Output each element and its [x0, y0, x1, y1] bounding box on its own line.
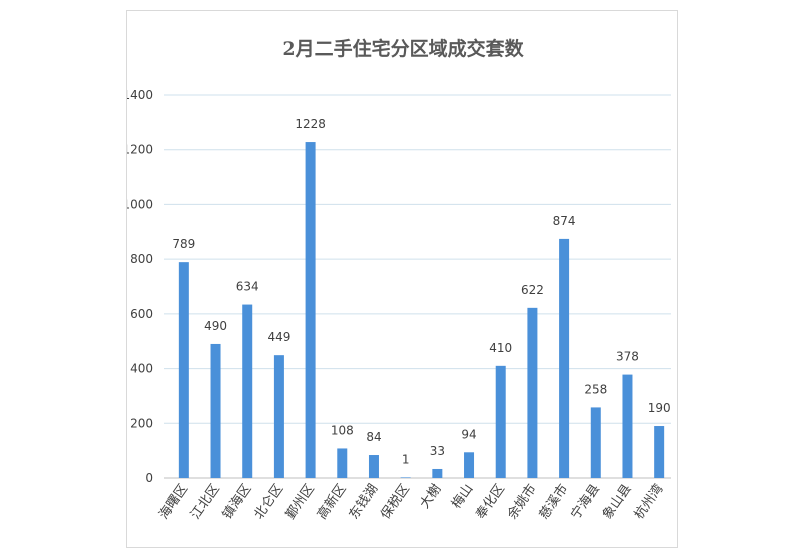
data-label: 33: [430, 444, 445, 458]
x-tick-label: 奉化区: [473, 482, 508, 523]
bar: [305, 142, 316, 478]
bar: [654, 426, 665, 478]
bar: [464, 452, 475, 478]
y-tick-label: 0: [145, 471, 153, 485]
y-tick-label: 400: [130, 362, 153, 376]
x-tick-label: 镇海区: [220, 482, 255, 523]
y-tick-label: 1000: [127, 197, 153, 211]
chart-title: 2月二手住宅分区域成交套数: [282, 37, 524, 60]
bar: [622, 374, 633, 478]
x-tick-label: 余姚市: [504, 481, 539, 522]
bar: [242, 304, 253, 478]
x-tick-label: 海曙区: [156, 482, 191, 523]
data-label: 1: [402, 453, 410, 467]
x-tick-label: 慈溪市: [536, 481, 571, 522]
data-label: 789: [172, 237, 195, 251]
data-label: 410: [489, 341, 512, 355]
bar: [337, 448, 348, 478]
bar: [178, 262, 189, 478]
x-tick-label: 东钱湖: [347, 482, 382, 523]
y-tick-label: 200: [130, 416, 153, 430]
bar: [527, 307, 538, 478]
bar: [273, 355, 284, 478]
y-tick-label: 1200: [127, 143, 153, 157]
x-tick-label: 梅山: [449, 482, 476, 512]
bar: [495, 365, 506, 478]
data-label: 622: [521, 283, 544, 297]
x-tick-label: 象山县: [600, 482, 635, 523]
y-tick-label: 1400: [127, 88, 153, 102]
bar: [559, 238, 570, 478]
bar: [432, 468, 443, 478]
x-tick-label: 高新区: [314, 481, 349, 522]
chart-frame: 2月二手住宅分区域成交套数 0200400600800100012001400 …: [126, 10, 678, 548]
data-label: 84: [366, 430, 381, 444]
data-label: 108: [331, 423, 354, 437]
y-axis-ticks: 0 200 400 600 800 1000 1200 1400: [127, 88, 153, 485]
data-label: 490: [204, 319, 227, 333]
x-tick-label: 保税区: [378, 482, 413, 523]
x-tick-label: 北仑区: [252, 482, 287, 523]
y-tick-label: 600: [130, 307, 153, 321]
data-label: 1228: [295, 117, 326, 131]
data-label: 258: [584, 382, 607, 396]
data-label: 190: [648, 401, 671, 415]
x-tick-label: 大榭: [417, 481, 445, 511]
x-tick-label: 宁海县: [568, 481, 603, 522]
y-tick-label: 800: [130, 252, 153, 266]
bar: [400, 477, 411, 478]
bar: [368, 455, 379, 478]
bar: [210, 343, 221, 478]
x-tick-label: 江北区: [188, 482, 223, 523]
data-label: 634: [236, 280, 259, 294]
data-label: 449: [267, 330, 290, 344]
data-label: 874: [553, 214, 576, 228]
data-labels: 789 490 634 449 1228 108 84 1 33 94 410 622 874 258 37…: [172, 117, 670, 467]
bar-chart: 2月二手住宅分区域成交套数 0200400600800100012001400 …: [127, 37, 671, 522]
x-tick-label: 杭州湾: [631, 481, 666, 522]
data-label: 378: [616, 350, 639, 364]
x-tick-label: 鄞州区: [283, 482, 318, 523]
data-label: 94: [461, 427, 476, 441]
bars: [178, 142, 665, 478]
bar: [590, 407, 601, 478]
